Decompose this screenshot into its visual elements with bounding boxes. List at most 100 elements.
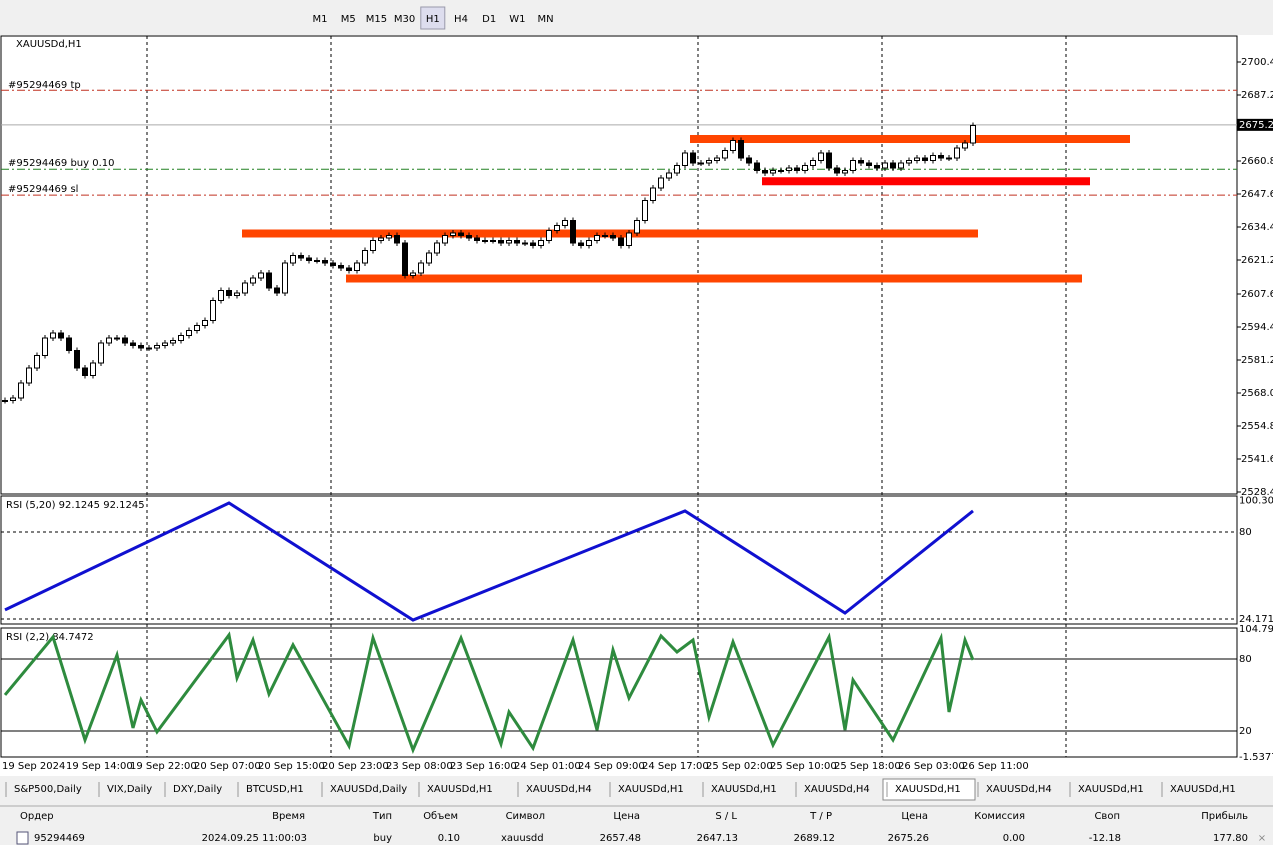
candle — [810, 160, 816, 166]
price-label: 2634.40 — [1241, 222, 1273, 233]
tab[interactable]: XAUUSDd,H4 — [804, 784, 870, 795]
candle — [818, 152, 824, 161]
candle — [890, 162, 896, 169]
tab[interactable]: XAUUSDd,H1 — [427, 784, 493, 795]
rsi2-label: RSI (2,2) 84.7472 — [6, 632, 94, 643]
timeframe-button[interactable]: D1 — [482, 14, 496, 25]
price-label: 2687.20 — [1241, 90, 1273, 101]
candle — [698, 162, 704, 165]
candle — [442, 235, 448, 244]
price-label: 2621.20 — [1241, 255, 1273, 266]
rsi-axis-label: 80 — [1239, 527, 1252, 538]
tab[interactable]: S&P500,Daily — [14, 784, 82, 795]
tab[interactable]: XAUUSDd,H1 — [711, 784, 777, 795]
candle — [530, 242, 536, 246]
timeframe-button[interactable]: MN — [538, 14, 554, 25]
candle — [130, 342, 136, 346]
price-label: 2594.40 — [1241, 322, 1273, 333]
time-label: 26 Sep 11:00 — [962, 761, 1029, 772]
table-cell: 177.80 — [1213, 833, 1248, 844]
tab[interactable]: XAUUSDd,Daily — [330, 784, 407, 795]
candle — [946, 157, 952, 160]
table-header: Прибыль — [1201, 811, 1248, 822]
table-cell: 2675.26 — [888, 833, 929, 844]
close-order[interactable]: × — [1258, 833, 1266, 844]
candle — [570, 220, 576, 244]
active-timeframe — [420, 6, 446, 30]
table-header: S / L — [715, 811, 737, 822]
table-header: Тип — [372, 811, 392, 822]
candle — [26, 367, 32, 384]
candle — [330, 262, 336, 266]
timeframe-button[interactable]: M30 — [394, 14, 415, 25]
candle — [106, 337, 112, 344]
rsi-line — [3, 631, 975, 755]
tab[interactable]: XAUUSDd,H1 — [618, 784, 684, 795]
candle — [202, 320, 208, 326]
rsi-axis-label: 80 — [1239, 654, 1252, 665]
tab[interactable]: XAUUSDd,H1 — [895, 784, 961, 795]
timeframe-button[interactable]: H4 — [454, 14, 468, 25]
candle — [506, 240, 512, 244]
table-cell: -12.18 — [1089, 833, 1121, 844]
candle — [754, 162, 760, 171]
sl-label: #95294469 sl — [8, 184, 78, 195]
candle — [834, 167, 840, 174]
candle — [706, 160, 712, 164]
price-label: 2581.20 — [1241, 355, 1273, 366]
candle — [90, 362, 96, 376]
candle — [210, 300, 216, 321]
level-zone — [242, 229, 978, 238]
timeframe-button[interactable]: M1 — [313, 14, 328, 25]
table-cell: 0.00 — [1003, 833, 1025, 844]
time-label: 20 Sep 07:00 — [194, 761, 261, 772]
table-header: T / P — [809, 811, 832, 822]
tab[interactable]: BTCUSD,H1 — [246, 784, 304, 795]
rsi-axis-label: -1.5377 — [1239, 752, 1273, 763]
candle — [842, 170, 848, 174]
candle — [770, 170, 776, 174]
candle — [74, 350, 80, 369]
tab[interactable]: XAUUSDd,H1 — [1078, 784, 1144, 795]
candle — [602, 235, 608, 237]
timeframe-button[interactable]: H1 — [426, 14, 440, 25]
candle — [274, 287, 280, 294]
candle — [218, 290, 224, 301]
bottom-panel — [0, 776, 1273, 845]
candle — [610, 235, 616, 239]
candle — [82, 367, 88, 376]
candle — [930, 155, 936, 161]
buy-label: #95294469 buy 0.10 — [8, 158, 115, 169]
main-chart — [0, 35, 1238, 495]
order-icon — [16, 831, 29, 845]
candle — [474, 237, 480, 241]
candle — [898, 162, 904, 169]
candle — [682, 152, 688, 166]
candle — [298, 255, 304, 259]
candle — [650, 187, 656, 201]
candle — [578, 242, 584, 246]
table-header: Объем — [423, 811, 458, 822]
candle — [714, 157, 720, 161]
candle — [362, 250, 368, 264]
tab[interactable]: DXY,Daily — [173, 784, 222, 795]
tab[interactable]: XAUUSDd,H1 — [1170, 784, 1236, 795]
tab[interactable]: XAUUSDd,H4 — [526, 784, 592, 795]
rsi-axis-label: 24.1718 — [1239, 614, 1273, 625]
timeframe-button[interactable]: W1 — [509, 14, 525, 25]
candle — [426, 252, 432, 264]
tab[interactable]: XAUUSDd,H4 — [986, 784, 1052, 795]
candle — [826, 152, 832, 169]
rsi-axis-label: 100.3088 — [1239, 495, 1273, 506]
tab[interactable]: VIX,Daily — [107, 784, 152, 795]
timeframe-button[interactable]: M15 — [366, 14, 387, 25]
candle — [498, 240, 504, 244]
candle — [906, 160, 912, 164]
price-label: 2700.40 — [1241, 57, 1273, 68]
timeframe-button[interactable]: M5 — [341, 14, 356, 25]
candle — [794, 167, 800, 171]
table-header: Время — [272, 811, 305, 822]
time-label: 23 Sep 16:00 — [450, 761, 517, 772]
time-label: 19 Sep 14:00 — [66, 761, 133, 772]
candle — [962, 142, 968, 149]
